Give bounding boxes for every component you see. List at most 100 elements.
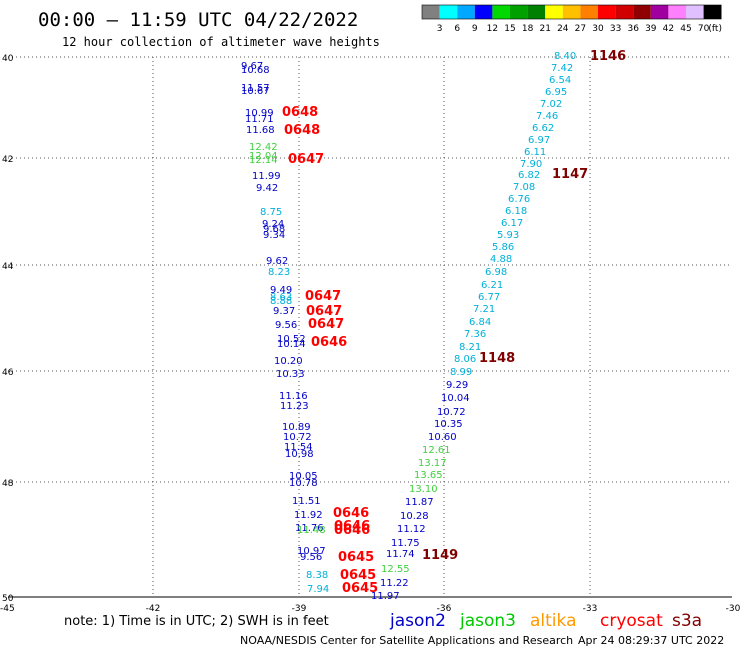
legend-frame (421, 4, 722, 20)
legend-tick-label: 9 (472, 24, 478, 34)
wave-height-label: 12.04 (249, 151, 278, 162)
wave-height-label: 6.54 (549, 75, 571, 86)
legend-swatch (633, 5, 651, 19)
longitude-label: -36 (437, 604, 452, 614)
wave-height-label: 9.56 (300, 552, 322, 563)
wave-height-label: 10.68 (241, 65, 270, 76)
wave-height-label: 10.60 (428, 432, 457, 443)
wave-height-label: 7.90 (520, 159, 542, 170)
wave-height-label: 10.04 (441, 393, 470, 404)
legend-swatch (650, 5, 669, 19)
pass-time-label: 0648 (282, 105, 318, 120)
page-subtitle: 12 hour collection of altimeter wave hei… (62, 35, 380, 49)
legend-swatch (527, 5, 546, 19)
wave-height-label: 10.28 (400, 511, 429, 522)
pass-time-label: 0647 (306, 304, 342, 319)
wave-height-label: 7.46 (536, 111, 558, 122)
pass-time-label: 0648 (284, 123, 320, 138)
wave-height-label: 6.84 (469, 317, 491, 328)
wave-height-label: 9.56 (275, 320, 297, 331)
wave-height-label: 8.40 (554, 51, 576, 62)
wave-height-label: 10.05 (289, 471, 318, 482)
wave-height-label: 9.68 (263, 224, 285, 235)
longitude-label: -42 (146, 604, 161, 614)
satellite-altika-label: altika (530, 611, 577, 631)
wave-height-label: 6.21 (481, 280, 503, 291)
latitude-labels: 40 42 44 46 48 50 (2, 54, 14, 604)
wave-height-label: 8.75 (260, 207, 282, 218)
legend-swatch (439, 5, 458, 19)
legend-tick-label: 70 (698, 24, 710, 34)
legend-swatch (615, 5, 634, 19)
latitude-label: 46 (2, 368, 14, 378)
pass-time-label: 0647 (308, 317, 344, 332)
legend-tick-label: 12 (487, 24, 498, 34)
wave-height-label: 11.12 (397, 524, 426, 535)
legend-swatch (562, 5, 581, 19)
legend-tick-label: 6 (454, 24, 460, 34)
pass-time-label: 0647 (288, 152, 324, 167)
legend-swatch (474, 5, 493, 19)
wave-height-label: 10.89 (282, 422, 311, 433)
wave-height-label: 9.24 (262, 219, 284, 230)
wave-height-label: 11.97 (371, 591, 400, 602)
wave-height-label: 11.92 (294, 510, 323, 521)
wave-height-label: 13.10 (409, 484, 438, 495)
satellite-cryosat-label: cryosat (600, 611, 663, 631)
latitude-label: 40 (2, 54, 14, 64)
pass-time-label: 0645 (338, 550, 374, 565)
wave-height-label: 10.72 (437, 407, 466, 418)
wave-height-label: 6.17 (501, 218, 523, 229)
wave-height-label: 5.86 (492, 242, 514, 253)
wave-height-label: 9.67 (241, 61, 263, 72)
wave-height-label: 8.99 (450, 367, 472, 378)
wave-height-label: 10.20 (274, 356, 303, 367)
legend-tick-label: 24 (557, 24, 569, 34)
wave-height-label: 12.61 (422, 445, 451, 456)
legend-tick-label: 42 (663, 24, 674, 34)
wave-height-label: 6.62 (532, 123, 554, 134)
wave-height-label: 10.14 (277, 339, 306, 350)
wave-height-label: 10.33 (276, 369, 305, 380)
generated-timestamp: Apr 24 08:29:37 UTC 2022 (578, 634, 724, 647)
wave-height-label: 12.55 (381, 564, 410, 575)
wave-height-label: 8.88 (270, 296, 292, 307)
wave-height-label: 9.34 (263, 230, 285, 241)
legend-swatch (703, 5, 722, 19)
wave-height-label: 11.87 (405, 497, 434, 508)
wave-height-label: 8.21 (459, 342, 481, 353)
wave-height-label: 11.23 (280, 401, 309, 412)
wave-height-label: 6.98 (485, 267, 507, 278)
wave-height-label: 11.48 (297, 525, 326, 536)
pass-time-label: 1147 (552, 167, 588, 182)
wave-height-label: 10.98 (285, 449, 314, 460)
wave-height-label: 11.57 (241, 83, 270, 94)
pass-time-label: 0646 (334, 519, 370, 534)
wave-height-label: 6.76 (508, 194, 530, 205)
legend-swatch (545, 5, 563, 19)
legend-swatch (598, 5, 616, 19)
satellite-s3a-label: s3a (672, 611, 702, 631)
legend-tick-label: 21 (539, 24, 550, 34)
wave-height-label: 11.68 (246, 125, 275, 136)
wave-height-label: 11.71 (245, 114, 274, 125)
longitude-label: -39 (292, 604, 307, 614)
wave-height-label: 9.49 (270, 285, 292, 296)
wave-height-label: 11.22 (380, 578, 409, 589)
wave-height-label: 6.95 (545, 87, 567, 98)
wave-height-label: 7.36 (464, 329, 486, 340)
wave-height-label: 6.97 (528, 135, 550, 146)
wave-height-label: 8.23 (268, 267, 290, 278)
wave-height-label: 7.02 (540, 99, 562, 110)
wave-height-label: 9.29 (446, 380, 468, 391)
wave-height-label: 8.06 (454, 354, 476, 365)
wave-height-label: 6.82 (518, 170, 540, 181)
color-legend: 3 6 9 12 15 18 21 24 27 30 33 36 39 42 45 70 (ft) (421, 4, 722, 34)
pass-time-label: 1146 (590, 49, 626, 64)
latitude-label: 50 (2, 594, 14, 604)
wave-height-label: 7.42 (551, 63, 573, 74)
longitude-label: -33 (583, 604, 598, 614)
wave-height-label: 11.54 (284, 442, 313, 453)
wave-height-label: 6.11 (524, 147, 546, 158)
